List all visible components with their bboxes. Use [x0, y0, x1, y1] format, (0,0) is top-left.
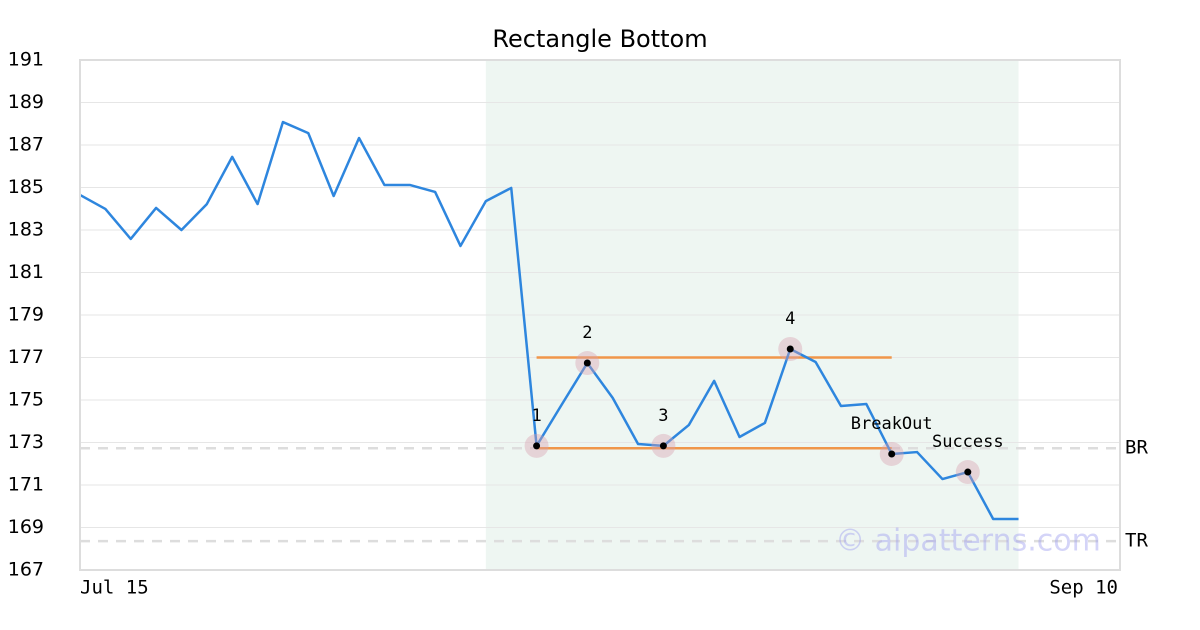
- point-marker: [786, 345, 794, 353]
- point-marker: [964, 468, 972, 476]
- point-label: BreakOut: [851, 414, 933, 434]
- y-tick-label: 179: [8, 304, 44, 326]
- point-label: 3: [658, 406, 668, 426]
- x-tick-label: Sep 10: [1049, 577, 1118, 599]
- level-label: BR: [1125, 437, 1148, 459]
- y-tick-label: 173: [8, 431, 44, 453]
- point-label: 2: [582, 323, 592, 343]
- chart-title: Rectangle Bottom: [492, 25, 707, 53]
- y-tick-label: 177: [8, 346, 44, 368]
- y-tick-label: 167: [8, 559, 44, 581]
- y-tick-label: 181: [8, 261, 44, 283]
- price-line: [79, 120, 1019, 521]
- point-marker: [888, 450, 896, 458]
- y-tick-label: 189: [8, 91, 44, 113]
- x-tick-label: Jul 15: [80, 577, 149, 599]
- level-label: TR: [1125, 530, 1148, 552]
- point-label: Success: [932, 432, 1004, 452]
- y-tick-label: 175: [8, 389, 44, 411]
- y-tick-label: 185: [8, 176, 44, 198]
- point-marker: [583, 359, 591, 367]
- y-tick-label: 169: [8, 516, 44, 538]
- point-label: 1: [531, 406, 541, 426]
- y-tick-label: 183: [8, 219, 44, 241]
- y-tick-label: 191: [8, 49, 44, 71]
- y-tick-label: 171: [8, 474, 44, 496]
- watermark: © aipatterns.com: [835, 524, 1101, 559]
- point-marker: [533, 442, 541, 450]
- point-marker: [659, 442, 667, 450]
- plot-frame: [79, 59, 1121, 571]
- point-label: 4: [785, 309, 795, 329]
- y-tick-label: 187: [8, 134, 44, 156]
